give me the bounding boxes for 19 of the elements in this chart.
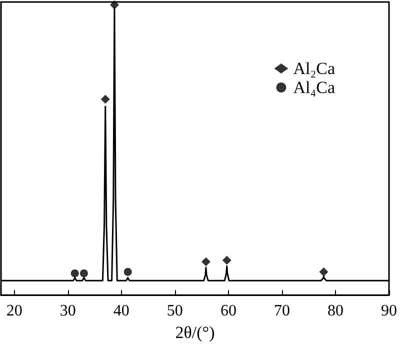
point [124,268,132,276]
point [319,267,328,276]
point [222,256,232,265]
x-tick-label: 50 [166,302,183,320]
x-tick-label: 60 [220,302,236,320]
x-tick-label: 30 [60,302,76,320]
legend-label: Al₂Ca [293,59,336,78]
x-tick-label: 90 [381,302,397,320]
x-axis-title: 2θ/(°) [175,323,215,342]
x-tick-label: 20 [6,302,22,320]
point [100,94,110,104]
point [201,257,210,266]
point [80,269,88,278]
legend-label: Al₄Ca [293,78,336,97]
point [70,269,79,278]
x-tick-label: 70 [274,302,290,320]
x-tick-label: 80 [327,302,344,320]
point [110,0,119,10]
x-tick-label: 40 [113,302,130,320]
